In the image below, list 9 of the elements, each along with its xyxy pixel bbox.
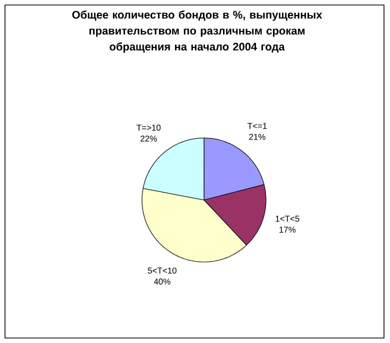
- slice-label: 1<T<5: [276, 216, 300, 222]
- data-label: 40%: [154, 278, 170, 285]
- chart-title: Общее количество бондов в %, выпущенных правительством по различным срокам обращения на начало 2004 года: [72, 10, 322, 53]
- data-label: 17%: [280, 226, 296, 233]
- slice-label: T<=1: [248, 122, 267, 129]
- slice-label: T=>10: [136, 124, 161, 131]
- slice-label: 5<T<10: [148, 268, 176, 274]
- data-label: 21%: [249, 134, 266, 140]
- data-label: 22%: [140, 136, 157, 142]
